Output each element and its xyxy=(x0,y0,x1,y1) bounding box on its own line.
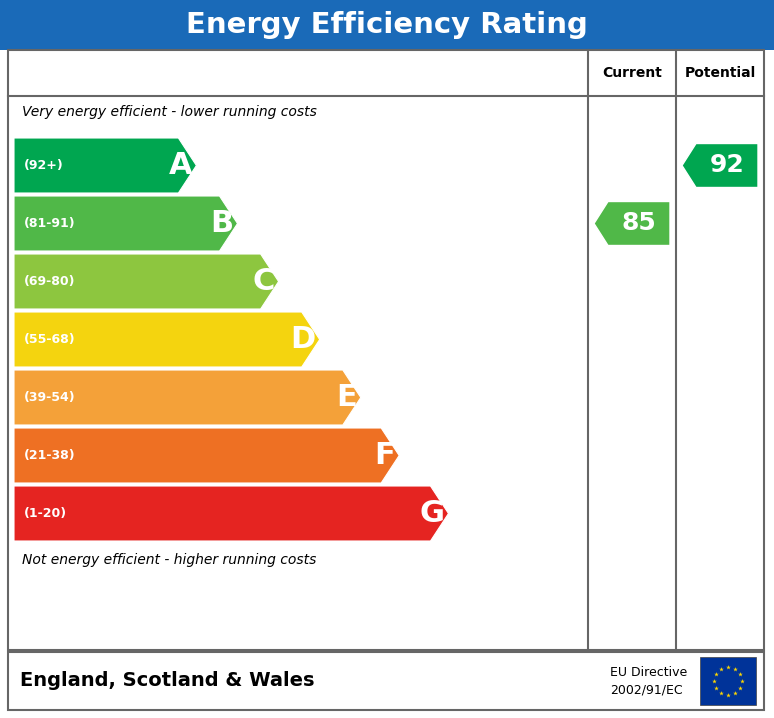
Text: (39-54): (39-54) xyxy=(24,391,76,404)
Polygon shape xyxy=(14,312,320,367)
Text: 85: 85 xyxy=(622,212,656,236)
Polygon shape xyxy=(682,144,758,187)
Text: 2002/91/EC: 2002/91/EC xyxy=(610,684,683,696)
Polygon shape xyxy=(14,486,448,541)
Text: A: A xyxy=(169,151,193,180)
Bar xyxy=(700,657,756,705)
Polygon shape xyxy=(14,428,399,483)
Text: (69-80): (69-80) xyxy=(24,275,76,288)
Text: EU Directive: EU Directive xyxy=(610,666,687,679)
Text: F: F xyxy=(375,441,396,470)
Text: 92: 92 xyxy=(710,154,745,177)
Text: B: B xyxy=(211,209,234,238)
Text: (92+): (92+) xyxy=(24,159,63,172)
Text: G: G xyxy=(420,499,444,528)
Text: (21-38): (21-38) xyxy=(24,449,76,462)
Polygon shape xyxy=(14,138,197,193)
Text: Not energy efficient - higher running costs: Not energy efficient - higher running co… xyxy=(22,553,317,567)
Text: D: D xyxy=(290,325,316,354)
Polygon shape xyxy=(14,196,238,251)
Text: (1-20): (1-20) xyxy=(24,507,67,520)
Polygon shape xyxy=(14,254,279,309)
Polygon shape xyxy=(594,202,670,246)
Bar xyxy=(0,0,774,50)
Polygon shape xyxy=(14,370,361,425)
Text: (81-91): (81-91) xyxy=(24,217,76,230)
Text: E: E xyxy=(336,383,357,412)
Text: Energy Efficiency Rating: Energy Efficiency Rating xyxy=(186,11,588,39)
Text: C: C xyxy=(252,267,275,296)
Text: Very energy efficient - lower running costs: Very energy efficient - lower running co… xyxy=(22,105,317,119)
Text: England, Scotland & Wales: England, Scotland & Wales xyxy=(20,671,314,691)
Text: Current: Current xyxy=(602,66,662,80)
Bar xyxy=(8,50,764,650)
Text: Potential: Potential xyxy=(684,66,755,80)
Text: (55-68): (55-68) xyxy=(24,333,76,346)
Bar xyxy=(8,652,764,710)
